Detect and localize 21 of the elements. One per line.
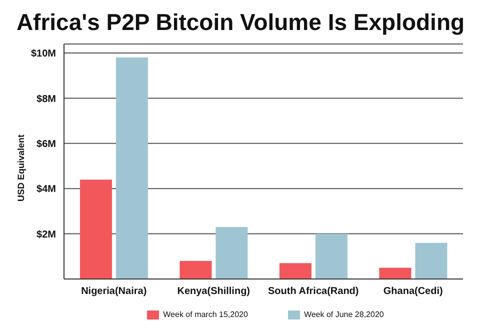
y-tick-label: $6M [36,138,56,150]
x-tick-label: Kenya(Shilling) [177,286,250,298]
bar [415,242,448,279]
y-axis-title: USD Equivalent [16,134,26,202]
y-tick-label: $8M [36,94,56,105]
y-tick-label: $10M [30,48,56,60]
x-tick-label: Ghana(Cedi) [383,286,443,298]
chart-title: Africa's P2P Bitcoin Volume Is Exploding [15,8,466,36]
x-tick-label: South Africa(Rand) [268,286,359,298]
bar [180,260,212,279]
bar [379,268,412,279]
y-tick-label: $4M [36,184,56,196]
legend-label: Week of June 28,2020 [304,310,384,320]
bar [315,234,348,279]
bar [80,180,112,279]
y-tick-label: $2M [36,229,56,240]
bar [116,58,148,279]
x-tick-label: Nigeria(Naira) [81,286,147,298]
legend-label: Week of march 15,2020 [163,310,248,320]
bar [279,263,312,279]
bar [216,227,248,279]
